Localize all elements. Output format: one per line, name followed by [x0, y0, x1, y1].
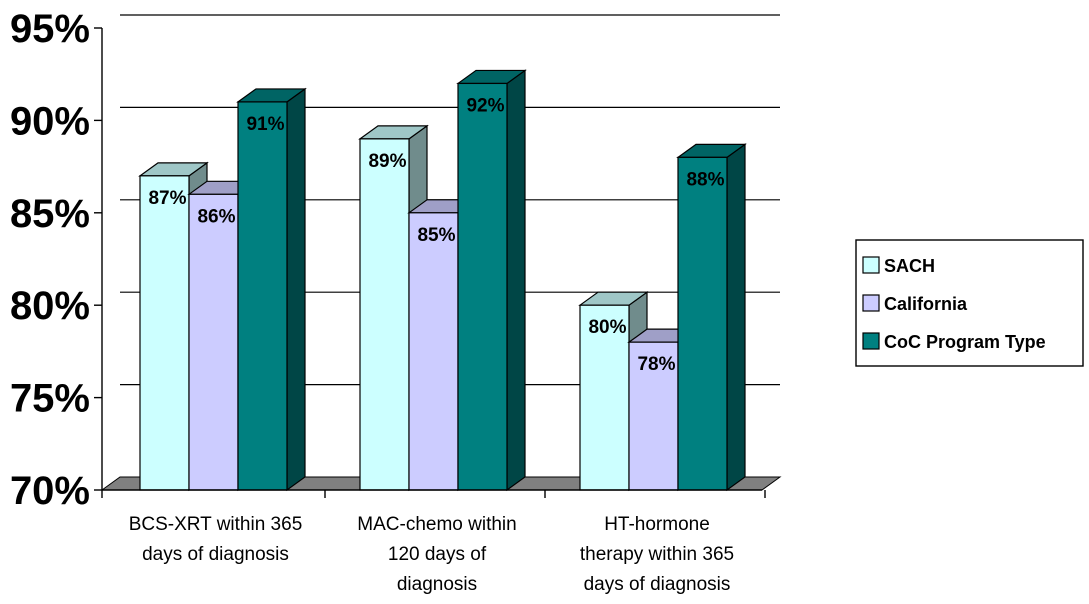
legend-label-california: California: [884, 294, 968, 314]
data-label-california-3: 78%: [637, 354, 675, 375]
legend: SACH California CoC Program Type: [855, 239, 1084, 367]
y-tick-label-80: 80%: [10, 284, 90, 328]
data-label-sach-3: 80%: [588, 317, 626, 338]
y-tick-label-85: 85%: [10, 192, 90, 236]
data-label-california-1: 86%: [197, 206, 235, 227]
data-label-coc-program-type-3: 88%: [686, 169, 724, 190]
data-labels: 87% 89% 80% 86% 85% 78% 91% 92% 88%: [148, 95, 724, 375]
y-tick-label-70: 70%: [10, 469, 90, 513]
data-label-coc-program-type-1: 91%: [246, 114, 284, 135]
y-tick-label-90: 90%: [10, 99, 90, 143]
data-label-sach-2: 89%: [368, 151, 406, 172]
bars: [138, 69, 747, 492]
legend-swatch-sach: [862, 256, 880, 274]
x-tick-label-3: HT-hormone therapy within 365 days of diag…: [580, 514, 734, 595]
y-tick-label-75: 75%: [10, 377, 90, 421]
legend-swatch-california: [862, 294, 880, 312]
data-label-sach-1: 87%: [148, 188, 186, 209]
x-tick-label-1: BCS-XRT within 365 days of diagnosis: [129, 514, 303, 565]
bar-coc-program-type-3: [676, 143, 747, 492]
y-tick-label-95: 95%: [10, 7, 90, 51]
y-axis: 70% 75% 80% 85% 90% 95%: [10, 7, 103, 513]
x-tick-label-2: MAC-chemo within 120 days of diagnosis: [357, 514, 516, 595]
data-label-california-2: 85%: [417, 225, 455, 246]
bar-coc-program-type-2: [456, 69, 527, 492]
bar-coc-program-type-1: [236, 87, 307, 492]
legend-label-sach: SACH: [884, 256, 935, 276]
legend-box: [855, 239, 1084, 367]
data-label-coc-program-type-2: 92%: [466, 95, 504, 116]
legend-swatch-coc-program-type: [862, 332, 880, 350]
x-axis: BCS-XRT within 365 days of diagnosis MAC-c…: [101, 489, 766, 595]
legend-label-coc-program-type: CoC Program Type: [884, 332, 1046, 352]
